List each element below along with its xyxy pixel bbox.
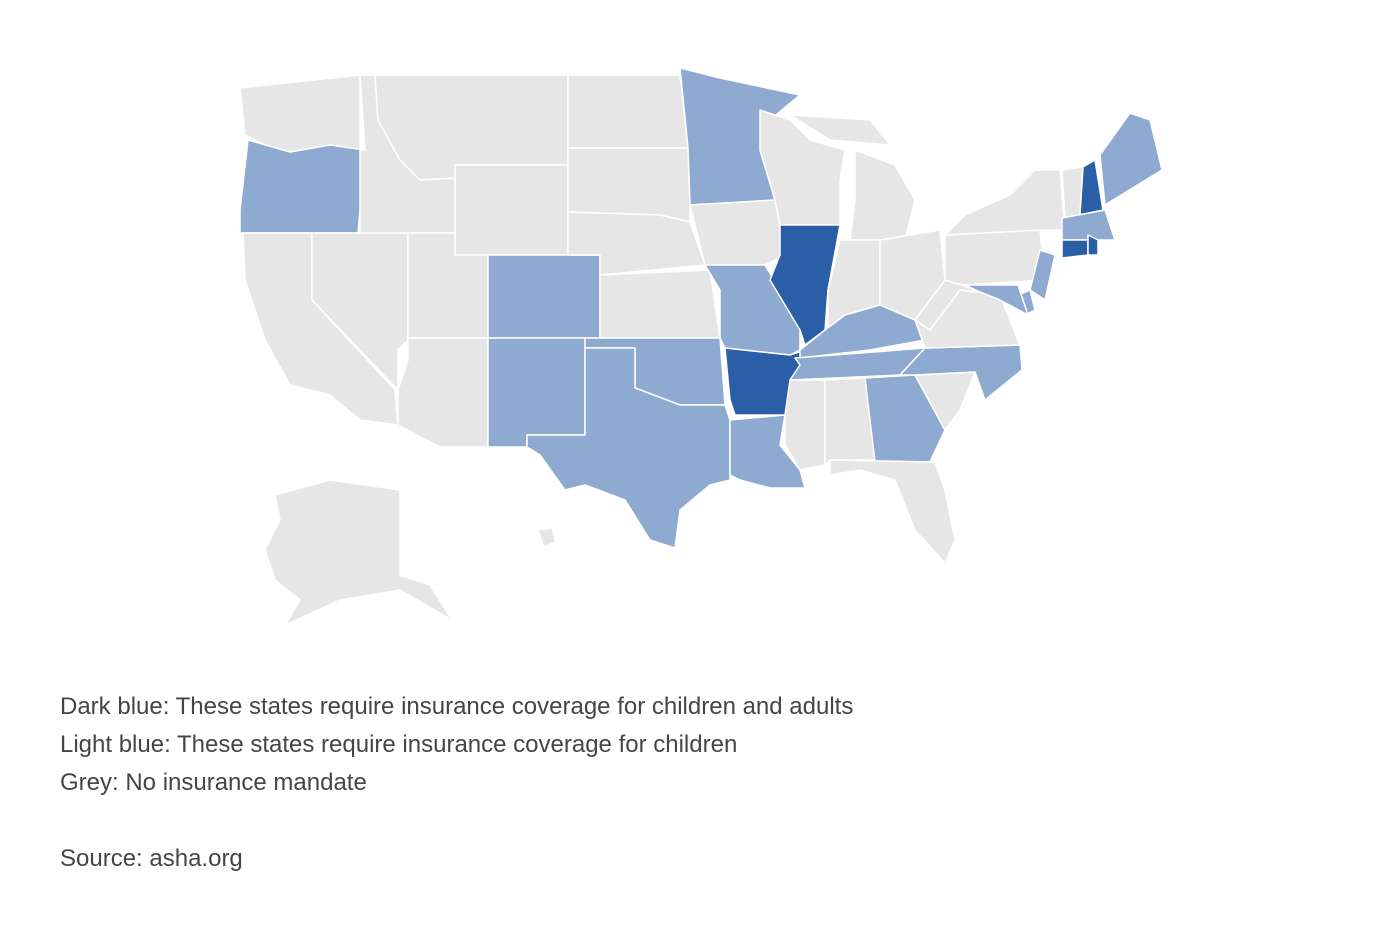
state <box>784 379 826 471</box>
state <box>1061 209 1116 241</box>
legend-dark: Dark blue: These states require insuranc… <box>60 693 854 720</box>
state <box>454 164 569 256</box>
state <box>964 284 1029 316</box>
state <box>759 109 846 226</box>
state <box>599 269 721 339</box>
state <box>1061 239 1089 259</box>
state <box>829 459 956 564</box>
state <box>1099 112 1163 206</box>
legend-light: Light blue: These states require insuran… <box>60 731 738 758</box>
state <box>567 211 706 276</box>
state <box>689 199 786 266</box>
state <box>239 139 366 234</box>
state <box>789 347 926 381</box>
state <box>1087 234 1099 256</box>
legend-grey: Grey: No insurance mandate <box>60 769 367 796</box>
state <box>849 149 916 241</box>
state <box>944 169 1066 236</box>
state <box>1079 159 1104 216</box>
state <box>1029 249 1056 301</box>
state <box>567 147 691 223</box>
state <box>729 414 806 489</box>
source: Source: asha.org <box>60 845 243 872</box>
state <box>944 229 1046 286</box>
state <box>769 224 841 346</box>
state <box>526 347 731 549</box>
state <box>567 74 689 149</box>
state <box>487 337 586 448</box>
state <box>397 337 489 448</box>
state <box>537 527 557 548</box>
state <box>264 479 453 626</box>
us-map <box>239 67 1163 626</box>
state <box>789 114 891 146</box>
state <box>487 254 601 339</box>
